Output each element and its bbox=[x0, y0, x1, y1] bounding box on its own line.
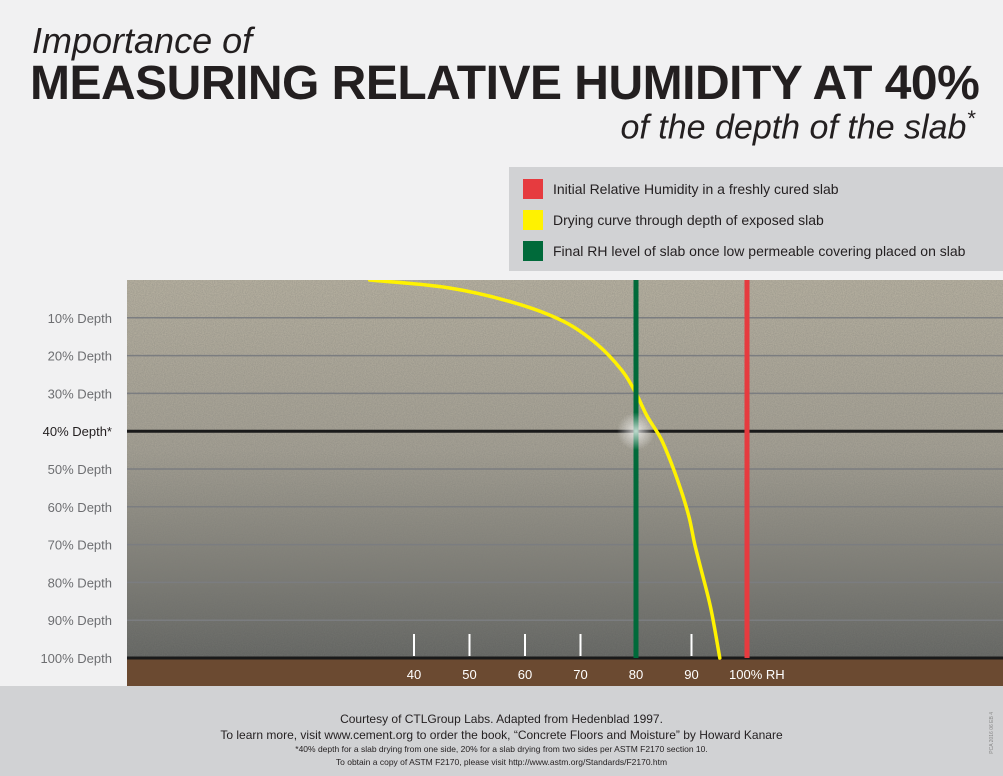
depth-label-60: 60% Depth bbox=[48, 500, 112, 515]
x-tick-label-80: 80 bbox=[629, 667, 643, 682]
depth-labels: 10% Depth 20% Depth 30% Depth 40% Depth* 50%… bbox=[40, 311, 112, 666]
legend-swatch-final bbox=[523, 241, 543, 261]
legend-label-drying: Drying curve through depth of exposed sl… bbox=[553, 212, 824, 228]
title-line-2: MEASURING RELATIVE HUMIDITY AT 40% bbox=[30, 57, 980, 110]
legend-label-final: Final RH level of slab once low permeabl… bbox=[553, 243, 966, 259]
footer-credit: Courtesy of CTLGroup Labs. Adapted from … bbox=[340, 712, 663, 726]
legend-item-drying: Drying curve through depth of exposed sl… bbox=[523, 210, 824, 230]
depth-label-90: 90% Depth bbox=[48, 613, 112, 628]
x-tick-label-70: 70 bbox=[573, 667, 587, 682]
depth-label-10: 10% Depth bbox=[48, 311, 112, 326]
x-tick-label-90: 90 bbox=[684, 667, 698, 682]
depth-label-70: 70% Depth bbox=[48, 538, 112, 553]
x-tick-label-60: 60 bbox=[518, 667, 532, 682]
depth-gridlines bbox=[127, 317, 1003, 660]
title-line-3-text: of the depth of the slab bbox=[620, 108, 967, 147]
footer-astm-link: To obtain a copy of ASTM F2170, please v… bbox=[335, 757, 668, 767]
depth-label-20: 20% Depth bbox=[48, 349, 112, 364]
legend-label-initial: Initial Relative Humidity in a freshly c… bbox=[553, 181, 839, 197]
title-line-3: of the depth of the slab* bbox=[621, 106, 976, 147]
depth-label-50: 50% Depth bbox=[48, 462, 112, 477]
footer-note: *40% depth for a slab drying from one si… bbox=[295, 744, 708, 754]
title-line-1: Importance of bbox=[32, 20, 253, 61]
x-tick-label-40: 40 bbox=[407, 667, 421, 682]
legend-item-final: Final RH level of slab once low permeabl… bbox=[523, 241, 965, 261]
x-tick-label-100: 100% RH bbox=[729, 667, 785, 682]
title-asterisk: * bbox=[966, 106, 975, 131]
x-tick-label-50: 50 bbox=[462, 667, 476, 682]
legend-swatch-initial bbox=[523, 179, 543, 199]
intersection-marker bbox=[617, 412, 655, 451]
depth-label-30: 30% Depth bbox=[48, 386, 112, 401]
legend-item-initial: Initial Relative Humidity in a freshly c… bbox=[523, 179, 839, 199]
soil-base bbox=[127, 658, 1003, 686]
humidity-chart: 10% Depth 20% Depth 30% Depth 40% Depth* 50%… bbox=[40, 280, 1003, 686]
legend-swatch-drying bbox=[523, 210, 543, 230]
depth-label-100: 100% Depth bbox=[40, 651, 112, 666]
series-lines bbox=[367, 280, 750, 660]
depth-label-40: 40% Depth* bbox=[43, 424, 112, 439]
footer: Courtesy of CTLGroup Labs. Adapted from … bbox=[0, 686, 1003, 776]
side-code: PCA 2016 06 EB 4 bbox=[989, 712, 995, 754]
footer-book-link: To learn more, visit www.cement.org to o… bbox=[220, 728, 783, 742]
depth-label-80: 80% Depth bbox=[48, 575, 112, 590]
legend: Initial Relative Humidity in a freshly c… bbox=[509, 167, 1003, 271]
